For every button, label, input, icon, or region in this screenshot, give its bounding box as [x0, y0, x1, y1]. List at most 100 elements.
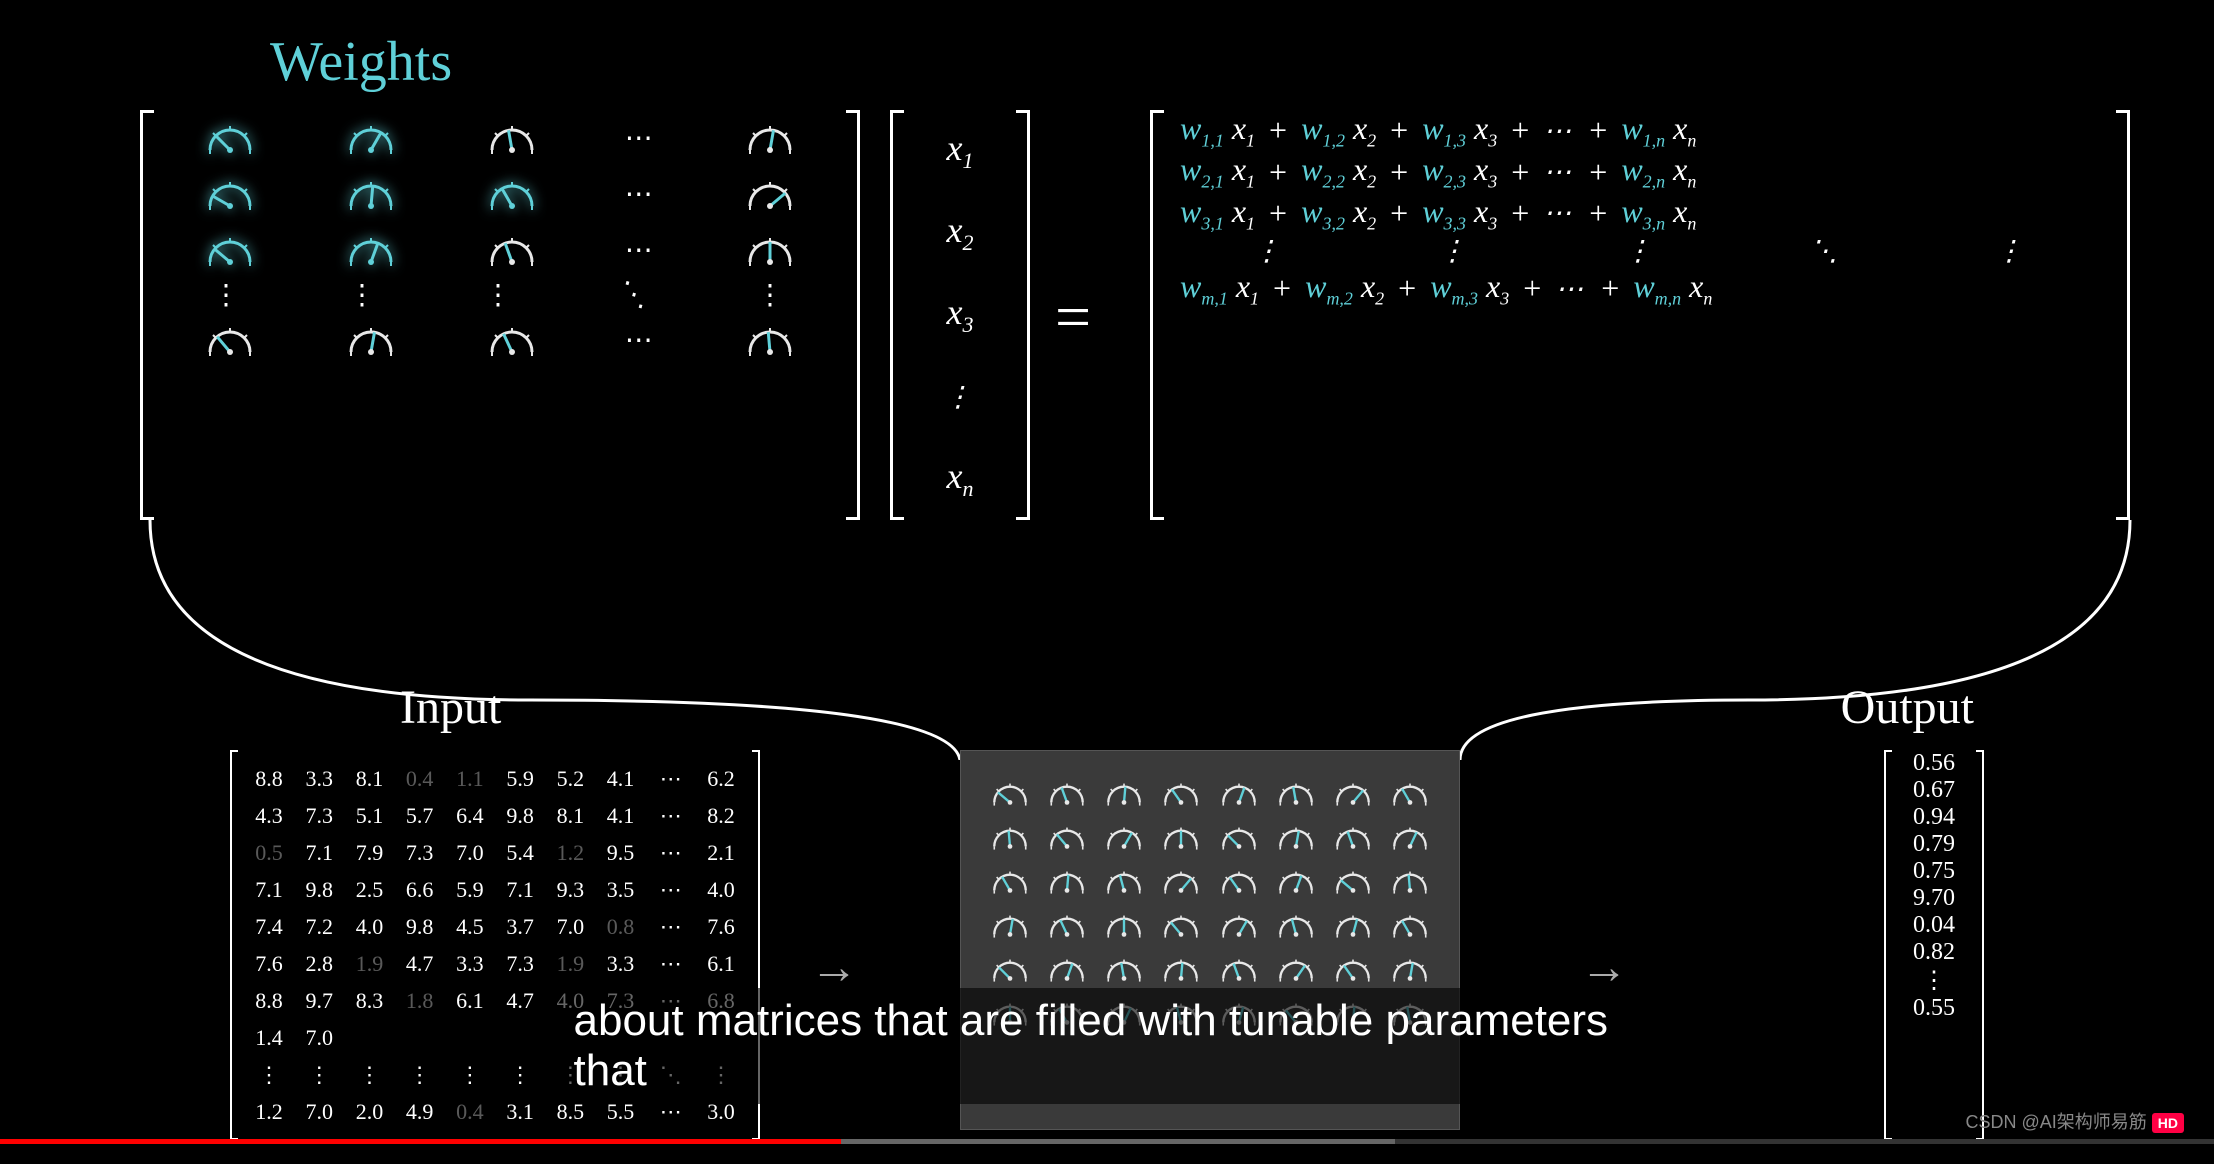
dial-icon: [1045, 947, 1089, 991]
dial-icon: [202, 222, 258, 278]
result-matrix: w1,1x1+w1,2x2+w1,3x3+⋯+w1,nxnw2,1x1+w2,2…: [1150, 110, 2130, 520]
input-cell: 7.2: [296, 914, 342, 940]
output-item: 9.70: [1884, 885, 1984, 912]
input-cell: 7.1: [296, 840, 342, 866]
output-vector: 0.560.670.940.790.759.700.040.82⋮0.55: [1884, 750, 1984, 1140]
input-cell: 4.5: [447, 914, 493, 940]
input-cell: 9.3: [547, 877, 593, 903]
dial-icon: [1045, 771, 1089, 815]
dial-panel-row: [981, 771, 1439, 815]
dial-row: ⋮⋮⋮⋱⋮: [140, 278, 860, 312]
dots-horiz: ⋯: [625, 233, 657, 267]
input-cell: 0.8: [598, 914, 644, 940]
input-cell: 3.3: [296, 766, 342, 792]
bracket-left: [1884, 750, 1892, 1140]
input-cell: 4.7: [397, 951, 443, 977]
input-cell: 4.7: [497, 988, 543, 1014]
input-cell: 7.1: [497, 877, 543, 903]
input-cell: 8.8: [246, 988, 292, 1014]
input-cell: ⋯: [648, 877, 694, 903]
x-item: xn: [890, 438, 1030, 520]
input-cell: 0.5: [246, 840, 292, 866]
dial-icon: [1217, 771, 1261, 815]
output-item: 0.67: [1884, 777, 1984, 804]
output-item: 0.94: [1884, 804, 1984, 831]
x-vector: x1 x2 x3 ⋮ xn: [890, 110, 1030, 520]
weights-title: Weights: [270, 30, 452, 94]
dial-icon: [1045, 859, 1089, 903]
dial-icon: [1102, 947, 1146, 991]
input-cell: 3.7: [497, 914, 543, 940]
dial-row: ⋯: [140, 110, 860, 166]
equals-sign: =: [1055, 280, 1091, 354]
input-cell: 4.1: [598, 803, 644, 829]
input-cell: 5.1: [346, 803, 392, 829]
bracket-right: [1016, 110, 1030, 520]
dial-icon: [343, 312, 399, 368]
input-cell: 9.8: [397, 914, 443, 940]
dial-icon: [1274, 815, 1318, 859]
input-cell: 1.4: [246, 1025, 292, 1051]
dial-panel-row: [981, 947, 1439, 991]
dial-icon: [1274, 771, 1318, 815]
dial-icon: [1388, 903, 1432, 947]
input-cell: 5.2: [547, 766, 593, 792]
dial-icon: [484, 312, 540, 368]
dial-icon: [1331, 859, 1375, 903]
dial-icon: [1217, 815, 1261, 859]
input-cell: 8.3: [346, 988, 392, 1014]
result-row: w1,1x1+w1,2x2+w1,3x3+⋯+w1,nxn: [1150, 110, 2130, 151]
input-cell: 2.8: [296, 951, 342, 977]
input-cell: ⋮: [346, 1062, 392, 1088]
input-row: 8.83.38.10.41.15.95.24.1⋯6.2: [246, 760, 744, 797]
connector-curve-left: [130, 520, 1030, 760]
input-cell: 2.5: [346, 877, 392, 903]
dots-horiz: ⋯: [625, 121, 657, 155]
dots-vert: ⋮: [756, 278, 788, 312]
dial-icon: [1102, 903, 1146, 947]
bracket-right: [846, 110, 860, 520]
bracket-left: [890, 110, 904, 520]
dial-icon: [1159, 947, 1203, 991]
input-cell: 7.6: [698, 914, 744, 940]
connector-curve-right: [1450, 520, 2150, 760]
dial-icon: [484, 222, 540, 278]
dial-icon: [1045, 815, 1089, 859]
input-cell: 1.1: [447, 766, 493, 792]
output-item: 0.04: [1884, 912, 1984, 939]
dial-icon: [742, 222, 798, 278]
progress-played: [0, 1139, 841, 1144]
dial-icon: [1159, 903, 1203, 947]
dots-vert: ⋮: [348, 278, 380, 312]
dots-horiz: ⋯: [625, 323, 657, 357]
dial-icon: [343, 166, 399, 222]
dial-icon: [988, 903, 1032, 947]
dial-icon: [1331, 903, 1375, 947]
input-cell: 5.4: [497, 840, 543, 866]
input-cell: 9.7: [296, 988, 342, 1014]
weight-matrix: ⋯ ⋯: [140, 110, 860, 520]
bracket-left: [140, 110, 154, 520]
dial-icon: [988, 815, 1032, 859]
dots-vert: ⋮: [484, 278, 516, 312]
result-row: wm,1x1+wm,2x2+wm,3x3+⋯+wm,nxn: [1150, 268, 2130, 309]
input-cell: ⋯: [648, 803, 694, 829]
input-cell: 7.0: [547, 914, 593, 940]
dial-icon: [742, 312, 798, 368]
input-row: 7.47.24.09.84.53.77.00.8⋯7.6: [246, 908, 744, 945]
input-cell: 7.1: [246, 877, 292, 903]
input-cell: 0.4: [397, 766, 443, 792]
dial-icon: [1217, 859, 1261, 903]
input-cell: ⋮: [296, 1062, 342, 1088]
input-cell: ⋮: [397, 1062, 443, 1088]
input-cell: ⋯: [648, 951, 694, 977]
input-cell: 9.8: [497, 803, 543, 829]
dial-icon: [1159, 859, 1203, 903]
input-cell: 6.2: [698, 766, 744, 792]
output-item: 0.79: [1884, 831, 1984, 858]
result-row: w3,1x1+w3,2x2+w3,3x3+⋯+w3,nxn: [1150, 193, 2130, 234]
input-row: 7.62.81.94.73.37.31.93.3⋯6.1: [246, 945, 744, 982]
input-cell: 3.1: [497, 1099, 543, 1125]
dial-icon: [1331, 771, 1375, 815]
video-progress-bar[interactable]: [0, 1139, 2214, 1144]
